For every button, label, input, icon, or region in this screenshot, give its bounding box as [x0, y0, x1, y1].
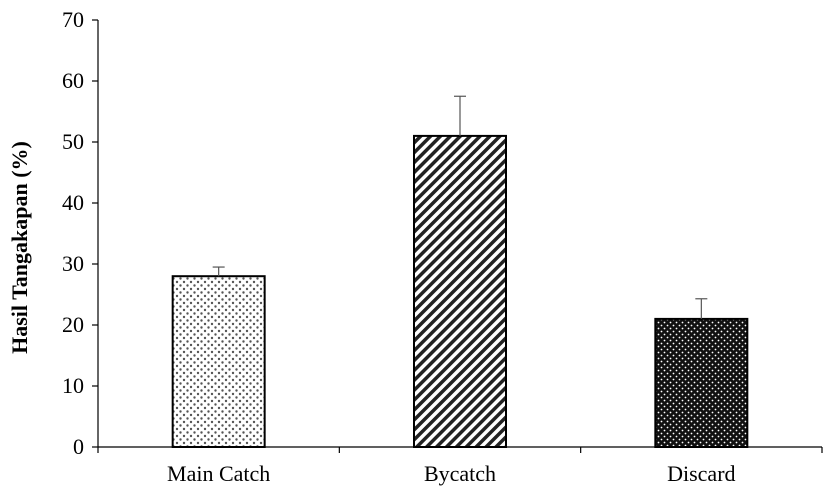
- error-bars: [212, 95, 708, 319]
- bar-bycatch: [413, 134, 507, 448]
- y-tick-label: 60: [62, 68, 84, 93]
- y-tick-label: 20: [62, 312, 84, 337]
- x-axis: Main Catch Bycatch Discard: [97, 446, 823, 486]
- x-tick-label: Bycatch: [424, 461, 496, 486]
- y-tick-label: 40: [62, 190, 84, 215]
- y-axis: 0 10 20 30 40 50 60 70: [62, 7, 99, 459]
- y-tick-label: 70: [62, 7, 84, 32]
- x-tick-label: Main Catch: [167, 461, 270, 486]
- y-tick-label: 0: [73, 434, 84, 459]
- bar-discard: [654, 317, 749, 448]
- y-tick-label: 50: [62, 129, 84, 154]
- x-tick-label: Discard: [667, 461, 735, 486]
- y-tick-label: 10: [62, 373, 84, 398]
- bar-main-catch: [171, 275, 266, 449]
- y-axis-title: Hasil Tangakapan (%): [7, 141, 32, 354]
- y-tick-label: 30: [62, 251, 84, 276]
- bars: [171, 134, 749, 449]
